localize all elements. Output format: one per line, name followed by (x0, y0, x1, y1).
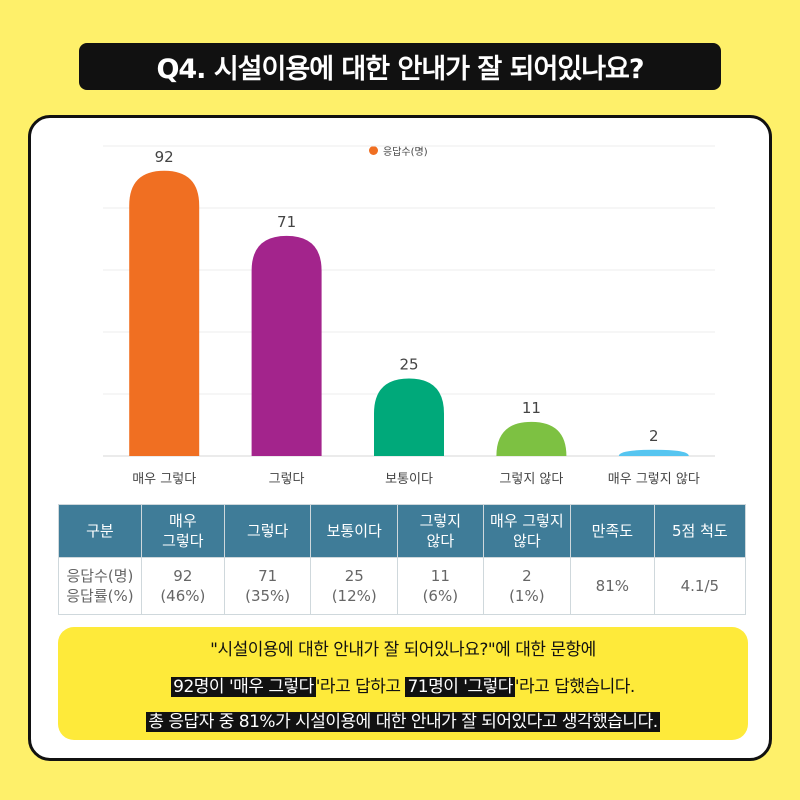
summary-line-2: 92명이 '매우 그렇다 '라고 답하고 71명이 '그렇다 '라고 답했습니다. (58, 672, 748, 697)
summary-text: '라고 답하고 (315, 677, 406, 697)
bar (374, 378, 444, 456)
bar (251, 235, 322, 456)
table-header-cell: 매우 그렇지 않다 (482, 504, 572, 558)
bar (129, 170, 200, 457)
table-header-row: 구분 매우 그렇다 그렇다 보통이다 그렇지 않다 매우 그렇지 않다 만족도 5점 척도 (58, 504, 747, 558)
bar (618, 449, 689, 456)
category-label: 그렇다 (269, 472, 305, 487)
results-table: 구분 매우 그렇다 그렇다 보통이다 그렇지 않다 매우 그렇지 않다 만족도 5점 척도 응답수(… (58, 504, 747, 615)
category-label: 그렇지 않다 (499, 472, 563, 487)
bar-value-label: 11 (522, 399, 541, 417)
summary-line-3: 총 응답자 중 81%가 시설이용에 대한 안내가 잘 되어있다고 생각했습니다… (58, 707, 748, 732)
bar-chart: 92 매우 그렇다 71 그렇다 25 보통이다 11 그렇지 않다 2 매우 그렇지 않다 (103, 145, 715, 487)
summary-line-1: "시설이용에 대한 안내가 잘 되어있나요?"에 대한 문항에 (210, 640, 596, 660)
category-label: 매우 그렇지 않다 (608, 472, 700, 487)
table-header-cell: 매우 그렇다 (140, 504, 225, 558)
legend-label: 응답수(명) (383, 147, 428, 158)
category-label: 보통이다 (385, 472, 433, 487)
bar (496, 421, 567, 456)
table-cell: 71 (35%) (223, 557, 312, 615)
table-header-cell: 그렇지 않다 (397, 504, 484, 558)
highlighted-text: 71명이 '그렇다 (405, 677, 515, 697)
table-row: 응답수(명) 응답률(%) 92 (46%) 71 (35%) 25 (12%) 11 (6%) 2… (58, 557, 747, 615)
highlighted-text: 92명이 '매우 그렇다 (171, 677, 316, 697)
summary-line-3-text: 총 응답자 중 81%가 시설이용에 대한 안내가 잘 되어있다고 생각했습니다… (146, 712, 660, 732)
legend-marker (369, 146, 378, 155)
bar-value-label: 92 (155, 148, 174, 166)
bar-value-label: 71 (277, 213, 296, 231)
table-header-cell: 5점 척도 (653, 504, 747, 558)
chart-legend: 응답수(명) (369, 143, 428, 158)
table-cell: 4.1/5 (653, 557, 747, 615)
chart-card: 응답수(명) 92 매우 그렇다 71 그렇다 25 보통이다 11 그렇지 않다 2 매우 그렇… (28, 115, 772, 761)
bar-value-label: 2 (649, 427, 659, 445)
table-cell: 2 (1%) (482, 557, 572, 615)
summary-box: "시설이용에 대한 안내가 잘 되어있나요?"에 대한 문항에 92명이 '매우… (58, 627, 748, 740)
table-cell: 25 (12%) (310, 557, 399, 615)
table-header-cell: 만족도 (570, 504, 655, 558)
table-header-cell: 그렇다 (223, 504, 312, 558)
summary-text: '라고 답했습니다. (514, 677, 635, 697)
page-title: Q4. 시설이용에 대한 안내가 잘 되어있나요? (79, 43, 721, 90)
table-header-cell: 구분 (58, 504, 142, 558)
table-header-cell: 보통이다 (310, 504, 399, 558)
table-cell: 81% (570, 557, 655, 615)
table-cell: 11 (6%) (397, 557, 484, 615)
row-label-cell: 응답수(명) 응답률(%) (58, 557, 142, 615)
table-cell: 92 (46%) (140, 557, 225, 615)
bar-value-label: 25 (399, 356, 418, 374)
category-label: 매우 그렇다 (132, 472, 196, 487)
